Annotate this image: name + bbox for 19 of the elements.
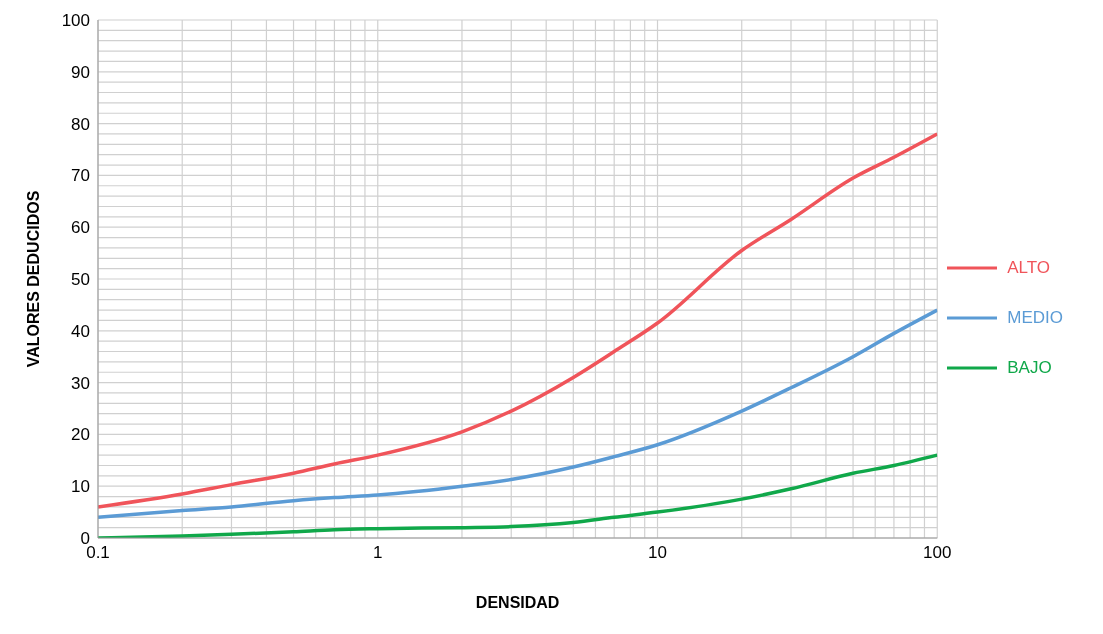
y-tick-label: 60 [71,218,90,238]
x-tick-label: 10 [648,543,667,563]
x-tick-label: 1 [373,543,383,563]
y-tick-label: 20 [71,425,90,445]
y-axis-title: VALORES DEDUCIDOS [24,190,42,368]
y-tick-label: 90 [71,62,90,82]
x-tick-label: 0.1 [86,543,110,563]
y-tick-label: 40 [71,321,90,341]
y-tick-label: 10 [71,477,90,497]
y-tick-label: 30 [71,373,90,393]
y-tick-label: 100 [61,11,90,31]
x-tick-label: 100 [923,543,952,563]
legend-label: ALTO [1007,258,1051,278]
y-tick-label: 50 [71,270,90,290]
legend-label: BAJO [1007,358,1052,378]
legend-label: MEDIO [1007,308,1063,328]
y-tick-label: 70 [71,166,90,186]
y-tick-label: 80 [71,114,90,134]
x-axis-title: DENSIDAD [475,594,560,611]
